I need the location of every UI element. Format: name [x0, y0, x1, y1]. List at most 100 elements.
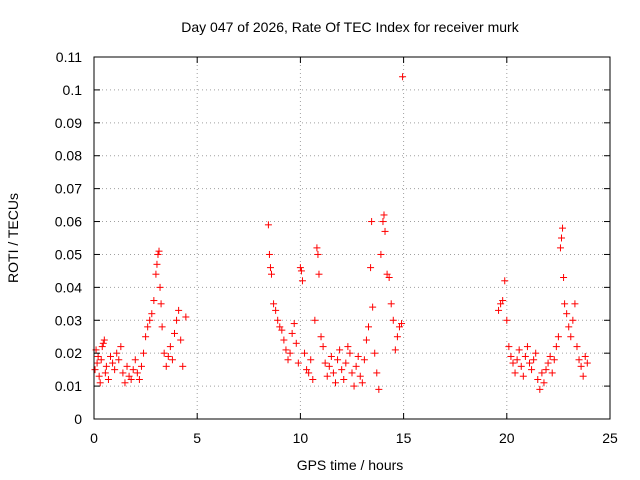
data-point	[173, 316, 181, 324]
data-point	[565, 323, 573, 331]
data-point	[523, 343, 531, 351]
data-point	[265, 250, 273, 258]
data-point	[552, 343, 560, 351]
data-point	[329, 369, 337, 377]
data-point	[313, 244, 321, 252]
data-point	[140, 349, 148, 357]
data-point	[282, 346, 290, 354]
data-point	[356, 372, 364, 380]
data-point	[170, 329, 178, 337]
data-point	[511, 369, 519, 377]
data-point	[129, 366, 137, 374]
y-tick-label: 0.01	[55, 378, 82, 394]
data-point	[177, 336, 185, 344]
y-axis-title: ROTI / TECUs	[5, 193, 21, 283]
data-point	[577, 362, 585, 370]
data-point	[301, 349, 309, 357]
data-point	[100, 336, 108, 344]
data-point	[368, 218, 376, 226]
data-point	[266, 264, 274, 272]
data-point	[377, 250, 385, 258]
data-point	[319, 343, 327, 351]
data-point	[515, 346, 523, 354]
data-point	[546, 352, 554, 360]
data-point	[272, 306, 280, 314]
data-point	[115, 356, 123, 364]
data-point	[107, 352, 115, 360]
data-point	[102, 362, 110, 370]
data-point	[292, 339, 300, 347]
data-point	[399, 73, 407, 81]
data-point	[340, 376, 348, 384]
data-point	[99, 339, 107, 347]
data-point	[550, 356, 558, 364]
grid-lines	[94, 57, 610, 419]
y-tick-label: 0.09	[55, 115, 82, 131]
data-point	[528, 366, 536, 374]
data-point	[559, 224, 567, 232]
data-point	[327, 352, 335, 360]
data-point	[309, 376, 317, 384]
data-point	[94, 352, 102, 360]
data-point	[268, 270, 276, 278]
data-point	[373, 369, 381, 377]
data-point	[495, 306, 503, 314]
data-point	[294, 359, 302, 367]
y-tick-label: 0.11	[56, 49, 82, 65]
data-point	[526, 359, 534, 367]
data-point	[398, 320, 406, 328]
data-point	[168, 356, 176, 364]
data-point	[133, 369, 141, 377]
data-point	[509, 359, 517, 367]
data-point	[367, 264, 375, 272]
data-point	[354, 352, 362, 360]
data-point	[307, 356, 315, 364]
y-tick-label: 0.04	[55, 279, 82, 295]
data-point	[380, 211, 388, 219]
y-tick-labels: 0 0.01 0.02 0.03 0.04 0.05 0.06 0.07 0.08 0.09 0.1…	[55, 49, 82, 427]
y-tick-label: 0.07	[55, 181, 82, 197]
data-point	[144, 323, 152, 331]
data-point	[517, 362, 525, 370]
data-point	[387, 300, 395, 308]
data-point	[296, 264, 304, 272]
data-point	[530, 356, 538, 364]
chart-title: Day 047 of 2026, Rate Of TEC Index for r…	[181, 19, 519, 35]
data-point	[284, 356, 292, 364]
data-point	[154, 250, 162, 258]
y-tick-label: 0.06	[55, 214, 82, 230]
data-point	[375, 385, 383, 393]
x-axis-title: GPS time / hours	[297, 457, 404, 473]
data-point	[344, 343, 352, 351]
data-point	[286, 349, 294, 357]
data-point	[342, 359, 350, 367]
data-point	[336, 346, 344, 354]
data-point	[569, 316, 577, 324]
data-point	[393, 333, 401, 341]
x-tick-label: 25	[602, 430, 618, 446]
data-point	[532, 349, 540, 357]
data-point	[278, 326, 286, 334]
data-point	[521, 352, 529, 360]
data-point	[270, 300, 278, 308]
data-point	[538, 369, 546, 377]
data-point	[507, 352, 515, 360]
data-point	[104, 376, 112, 384]
data-point	[152, 270, 160, 278]
data-point	[385, 273, 393, 281]
data-point	[567, 333, 575, 341]
data-point	[505, 343, 513, 351]
data-point	[325, 362, 333, 370]
x-tick-labels: 0 5 10 15 20 25	[90, 430, 618, 446]
x-tick-label: 0	[90, 430, 98, 446]
data-point	[142, 333, 150, 341]
data-point	[101, 369, 109, 377]
data-point	[93, 359, 101, 367]
data-point	[338, 366, 346, 374]
data-point	[97, 356, 105, 364]
data-point	[305, 369, 313, 377]
data-point	[127, 376, 135, 384]
y-tick-label: 0.03	[55, 312, 82, 328]
